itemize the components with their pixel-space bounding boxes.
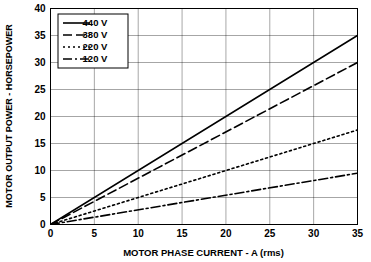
- svg-text:5: 5: [40, 192, 46, 203]
- svg-text:0: 0: [40, 219, 46, 230]
- svg-text:10: 10: [133, 228, 145, 239]
- svg-text:40: 40: [34, 3, 46, 14]
- svg-text:35: 35: [34, 30, 46, 41]
- svg-text:25: 25: [34, 84, 46, 95]
- svg-text:20: 20: [34, 111, 46, 122]
- svg-text:30: 30: [308, 228, 320, 239]
- svg-text:30: 30: [34, 57, 46, 68]
- svg-text:10: 10: [34, 165, 46, 176]
- svg-text:120 V: 120 V: [83, 53, 108, 64]
- svg-text:25: 25: [264, 228, 276, 239]
- svg-text:15: 15: [177, 228, 189, 239]
- svg-text:15: 15: [34, 138, 46, 149]
- svg-text:0: 0: [48, 228, 54, 239]
- svg-text:220 V: 220 V: [83, 41, 108, 52]
- svg-text:35: 35: [352, 228, 364, 239]
- svg-text:5: 5: [92, 228, 98, 239]
- svg-text:440 V: 440 V: [83, 17, 108, 28]
- svg-text:MOTOR PHASE CURRENT - A (rms): MOTOR PHASE CURRENT - A (rms): [123, 247, 284, 258]
- svg-text:MOTOR OUTPUT POWER - HORSEPOWE: MOTOR OUTPUT POWER - HORSEPOWER: [4, 24, 14, 208]
- svg-text:20: 20: [220, 228, 232, 239]
- svg-text:380 V: 380 V: [83, 29, 108, 40]
